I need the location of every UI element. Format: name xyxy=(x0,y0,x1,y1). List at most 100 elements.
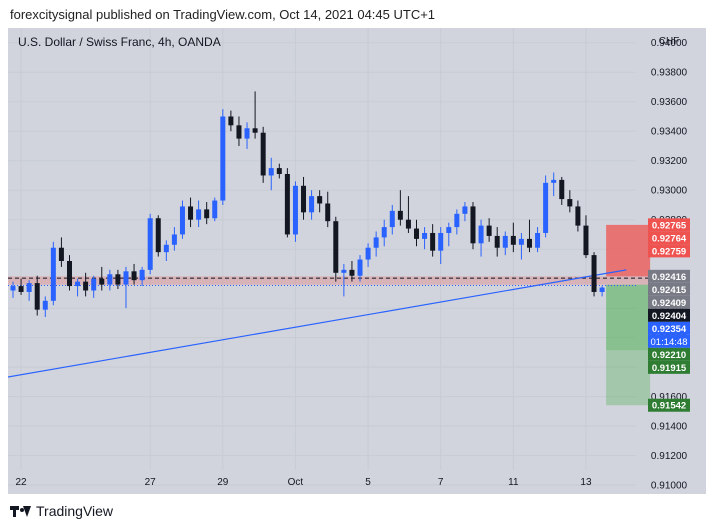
price-badge-label: 0.92764 xyxy=(652,233,687,244)
price-tick-label: 0.93400 xyxy=(651,127,688,138)
candle-body xyxy=(518,238,524,245)
candle-body xyxy=(341,269,347,273)
price-badge-bg xyxy=(648,218,690,232)
time-tick-label: 22 xyxy=(16,477,28,488)
candle-body xyxy=(414,228,419,239)
chart-panel[interactable]: 0.94000 0.93800 0.93600 0.93400 0.93200 0.930… xyxy=(8,28,706,494)
price-tick-label: 0.93200 xyxy=(651,156,688,167)
candle-body xyxy=(454,213,460,228)
price-badge-label: 0.92759 xyxy=(652,246,686,257)
candle-body xyxy=(26,283,32,292)
price-badge-label: 0.92416 xyxy=(652,272,686,283)
price-tick-label: 0.91600 xyxy=(651,392,688,403)
candle-body xyxy=(575,206,581,226)
ascending-trendline xyxy=(8,269,627,378)
time-tick-label: 7 xyxy=(438,477,444,488)
entry-zone-band xyxy=(8,276,651,285)
trade-zones xyxy=(8,224,651,406)
currency-label: CHF xyxy=(659,36,680,47)
candle-body xyxy=(502,235,508,248)
price-badge-label: 0.92765 xyxy=(652,220,687,231)
grid xyxy=(8,28,636,486)
price-badge-bg xyxy=(648,244,690,258)
candlestick-chart[interactable]: 0.94000 0.93800 0.93600 0.93400 0.93200 0.930… xyxy=(8,28,706,494)
candle-body xyxy=(462,206,468,214)
price-badge-label: 0.92415 xyxy=(652,285,687,296)
candle-body xyxy=(268,168,274,176)
candle-body xyxy=(478,225,484,244)
price-labels: 0.92765 0.92764 0.92759 0.92416 0.92415 0.924… xyxy=(648,218,690,412)
candle-body xyxy=(470,206,476,244)
countdown-badge-bg xyxy=(648,334,690,348)
candle-body xyxy=(171,234,177,245)
candle-body xyxy=(18,286,24,292)
price-tick-label: 0.93800 xyxy=(651,68,688,79)
time-axis: 22 27 29 Oct 5 7 11 13 xyxy=(16,477,592,488)
price-tick-label: 0.94000 xyxy=(651,38,688,49)
candle-body xyxy=(123,271,129,285)
candle-body xyxy=(58,247,64,261)
candle-body xyxy=(163,244,169,253)
candle-body xyxy=(333,221,339,273)
candle-body xyxy=(292,185,298,235)
candle-body xyxy=(228,116,234,126)
candle-body xyxy=(66,261,72,287)
price-badge-label: 0.92354 xyxy=(652,324,687,335)
candle-body xyxy=(422,232,428,239)
candle-body xyxy=(325,203,331,222)
candle-body xyxy=(535,232,541,248)
price-tick-label: 0.91000 xyxy=(651,481,688,492)
candle-body xyxy=(494,235,500,248)
candle-body xyxy=(301,185,307,213)
candle-body xyxy=(75,281,81,287)
tradingview-footer: TradingView xyxy=(10,503,113,519)
candle-body xyxy=(50,247,56,301)
price-axis: 0.94000 0.93800 0.93600 0.93400 0.93200 0.930… xyxy=(651,38,688,491)
time-tick-label: 29 xyxy=(217,477,229,488)
candle-body xyxy=(115,274,121,285)
candle-body xyxy=(373,237,379,248)
candle-body xyxy=(486,225,492,236)
candle-body xyxy=(357,259,363,276)
price-tick-label: 0.91400 xyxy=(651,422,688,433)
trendline-layer xyxy=(8,269,627,378)
candle-body xyxy=(389,210,395,228)
candle-body xyxy=(349,269,355,276)
candle-body xyxy=(196,209,202,220)
candle-body xyxy=(10,286,16,291)
candle-body xyxy=(405,219,411,229)
time-tick-label: 27 xyxy=(145,477,157,488)
price-tick-label: 0.93600 xyxy=(651,97,688,108)
candle-body xyxy=(591,255,597,292)
candle-body xyxy=(212,200,218,219)
price-badge-bg xyxy=(648,398,690,412)
candle-body xyxy=(284,173,290,235)
candle-body xyxy=(107,274,113,285)
price-badge-bg xyxy=(648,269,690,283)
candle-body xyxy=(188,206,194,220)
candle-body xyxy=(583,225,589,256)
candle-body xyxy=(430,232,436,251)
take-profit-zone-1 xyxy=(606,284,651,351)
price-badge-bg xyxy=(648,282,690,296)
candle-body xyxy=(599,287,605,292)
candle-body xyxy=(526,238,532,248)
price-badge-label: 0.91915 xyxy=(652,363,687,374)
candle-body xyxy=(147,218,153,270)
stop-loss-zone xyxy=(606,224,651,277)
candle-body xyxy=(438,232,444,251)
candle-body xyxy=(139,269,145,281)
candle-body xyxy=(397,210,403,220)
time-tick-label: 13 xyxy=(580,477,592,488)
candle-body xyxy=(309,196,315,213)
candle-body xyxy=(446,227,452,233)
price-badge-bg xyxy=(648,231,690,245)
price-tick-label: 0.93000 xyxy=(651,186,688,197)
candle-body xyxy=(510,235,516,245)
candle-body xyxy=(83,281,89,291)
candle-body xyxy=(543,182,549,233)
price-badge-bg xyxy=(648,360,690,374)
candle-body xyxy=(365,247,371,260)
candle-countdown-label: 01:14:48 xyxy=(651,337,688,348)
candle-body xyxy=(381,227,387,238)
